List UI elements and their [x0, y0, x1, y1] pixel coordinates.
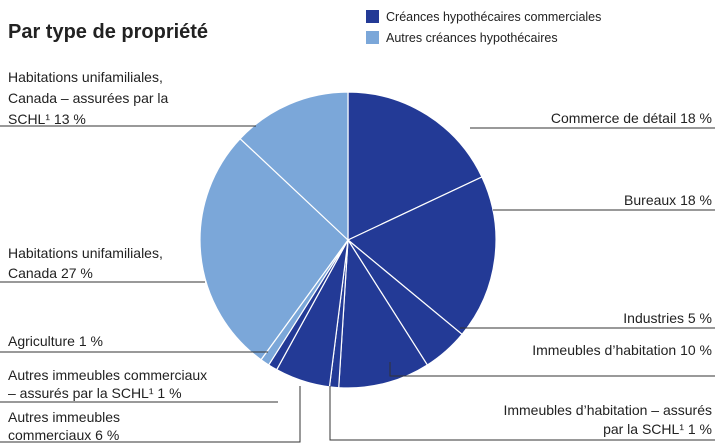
leader-line — [0, 386, 301, 443]
value-label: 10 % — [680, 342, 712, 358]
label-text: – assurés par la SCHL¹ — [8, 385, 154, 401]
label-text: Autres immeubles — [8, 409, 120, 425]
slice-label: Habitations unifamiliales, — [8, 69, 163, 85]
slice-label: commerciaux 6 % — [8, 427, 119, 443]
value-label: 5 % — [688, 310, 712, 326]
pie-slice — [346, 176, 497, 336]
label-text: Autres immeubles commerciaux — [8, 367, 207, 383]
label-text: Immeubles d’habitation – assurés — [503, 402, 712, 418]
label-text: Habitations unifamiliales, — [8, 69, 163, 85]
label-text: Commerce de détail — [551, 110, 676, 126]
slice-label: Autres immeubles — [8, 409, 120, 425]
slice-label: Commerce de détail 18 % — [551, 110, 712, 126]
label-text: Industries — [623, 310, 684, 326]
leader-line — [329, 386, 715, 441]
label-text: Bureaux — [624, 192, 676, 208]
slice-label: Habitations unifamiliales, — [8, 245, 163, 261]
label-text: commerciaux — [8, 427, 91, 443]
pie-slice — [199, 137, 349, 361]
label-text: Immeubles d’habitation — [532, 342, 676, 358]
value-label: 6 % — [95, 427, 119, 443]
pie-slice — [338, 238, 429, 389]
value-label: 1 % — [79, 333, 103, 349]
slice-label: Immeubles d’habitation 10 % — [532, 342, 712, 358]
slice-label: Autres immeubles commerciaux — [8, 367, 207, 383]
slice-label: Canada 27 % — [8, 265, 93, 281]
legend-swatch — [366, 31, 379, 44]
value-label: 27 % — [61, 265, 93, 281]
label-text: Canada — [8, 265, 57, 281]
pie-slice — [239, 91, 349, 242]
pie-slice — [347, 91, 483, 241]
slice-label: Agriculture 1 % — [8, 333, 103, 349]
slice-label: – assurés par la SCHL¹ 1 % — [8, 385, 182, 401]
value-label: 1 % — [157, 385, 181, 401]
leader-line — [389, 362, 715, 377]
value-label: 13 % — [54, 111, 86, 127]
legend-label: Créances hypothécaires commerciales — [386, 10, 601, 24]
label-text: SCHL¹ — [8, 111, 50, 127]
label-text: Habitations unifamiliales, — [8, 245, 163, 261]
label-text: Agriculture — [8, 333, 75, 349]
chart-title: Par type de propriété — [8, 21, 208, 43]
slice-label: Canada – assurées par la — [8, 90, 169, 106]
value-label: 18 % — [680, 110, 712, 126]
value-label: 18 % — [680, 192, 712, 208]
slice-label: SCHL¹ 13 % — [8, 111, 86, 127]
legend-swatch — [366, 10, 379, 23]
label-text: par la SCHL¹ — [603, 421, 684, 437]
slice-label: par la SCHL¹ 1 % — [603, 421, 712, 437]
slice-label: Industries 5 % — [623, 310, 712, 326]
label-text: Canada – assurées par la — [8, 90, 169, 106]
slice-label: Bureaux 18 % — [624, 192, 712, 208]
value-label: 1 % — [688, 421, 712, 437]
slice-label: Immeubles d’habitation – assurés — [503, 402, 712, 418]
legend-label: Autres créances hypothécaires — [386, 31, 558, 45]
